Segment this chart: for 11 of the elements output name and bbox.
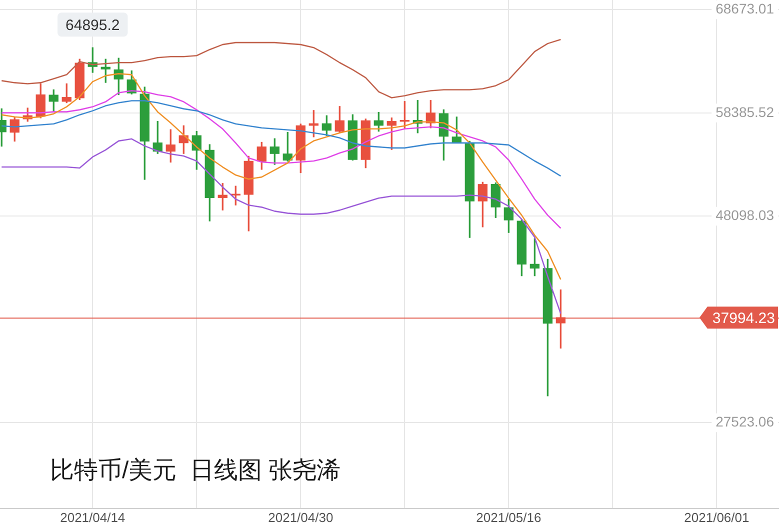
y-tick-label: 27523.06 [716,414,774,430]
y-tick-label: 58385.52 [716,104,774,120]
text: 比特币/美元 日线图 张尧浠 [50,456,341,486]
x-tick-label: 2021/04/14 [60,510,126,525]
ref-line-label: 37994.23 [712,310,775,327]
y-tick-label: 68673.01 [716,0,774,17]
y-tick-label: 48098.03 [716,207,774,224]
x-tick-label: 2021/05/16 [476,510,542,525]
x-tick-label: 2021/06/01 [684,510,750,525]
x-tick-label: 2021/04/30 [268,510,334,525]
annotation: 64895.2 [66,16,120,34]
